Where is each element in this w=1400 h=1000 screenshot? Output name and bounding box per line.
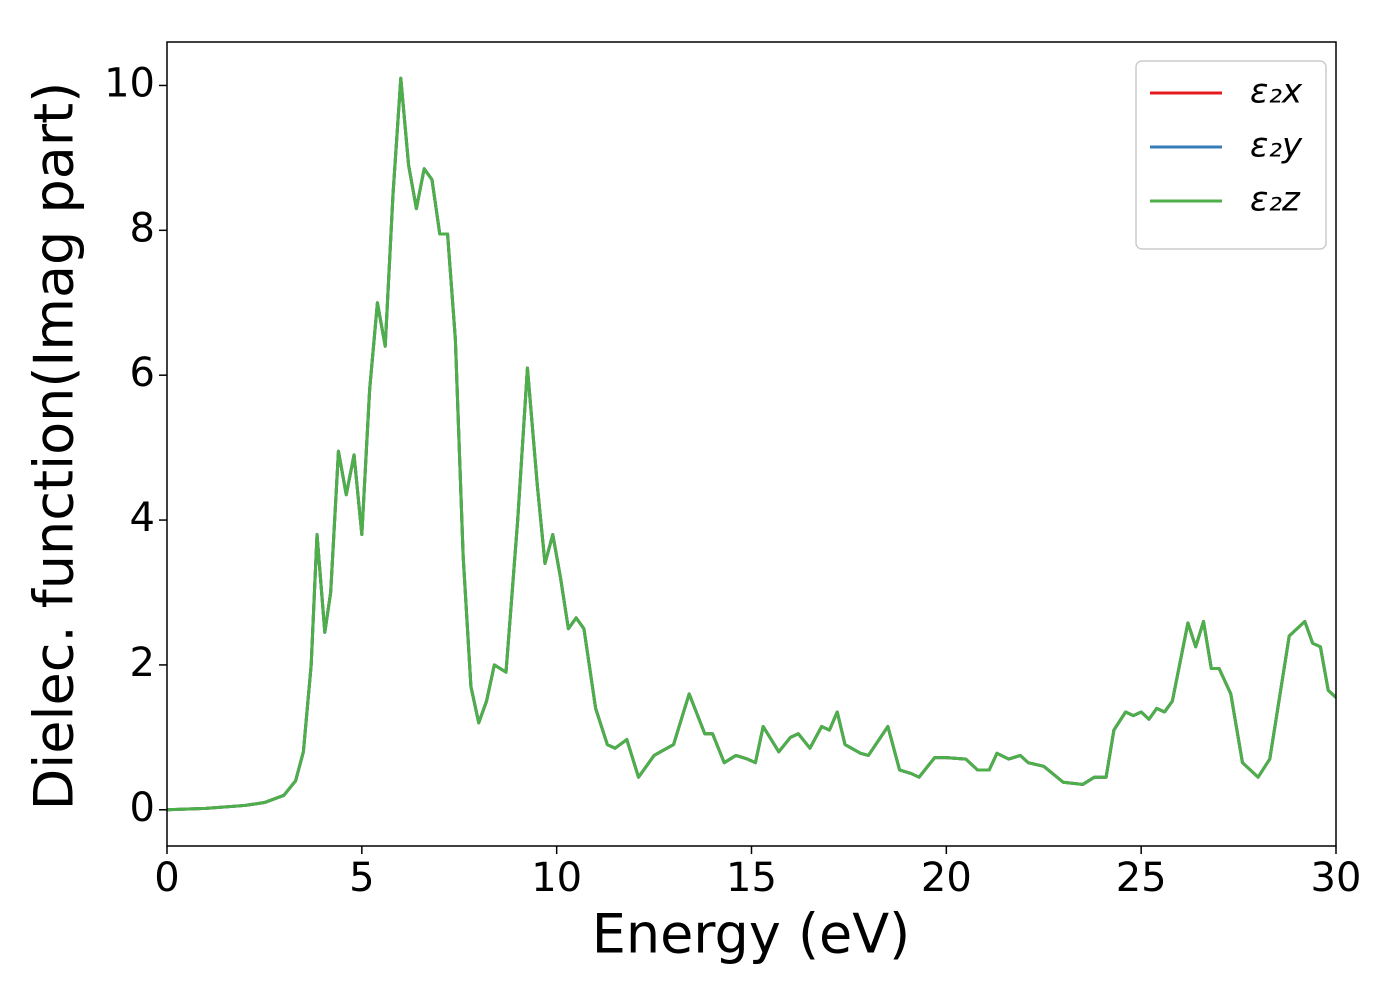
y-tick-label: 4	[130, 495, 155, 541]
x-tick-label: 25	[1116, 855, 1167, 901]
legend-label: ε₂y	[1250, 126, 1303, 166]
x-tick-label: 15	[726, 855, 777, 901]
y-tick-label: 2	[130, 640, 155, 686]
series-line	[167, 76, 1336, 812]
y-tick-label: 0	[130, 785, 155, 831]
legend-label: ε₂z	[1250, 180, 1301, 220]
plot-frame	[166, 41, 1337, 847]
y-tick-label: 8	[130, 205, 155, 251]
x-tick-label: 10	[531, 855, 582, 901]
x-axis-label: Energy (eV)	[592, 903, 911, 966]
x-tick-label: 0	[154, 855, 179, 901]
x-tick-label: 20	[921, 855, 972, 901]
y-tick-label: 10	[104, 60, 155, 106]
y-tick-label: 6	[130, 350, 155, 396]
legend-label: ε₂x	[1250, 72, 1303, 112]
y-axis-label: Dielec. function(Imag part)	[23, 82, 86, 811]
x-tick-label: 5	[349, 855, 374, 901]
x-tick-label: 30	[1311, 855, 1362, 901]
